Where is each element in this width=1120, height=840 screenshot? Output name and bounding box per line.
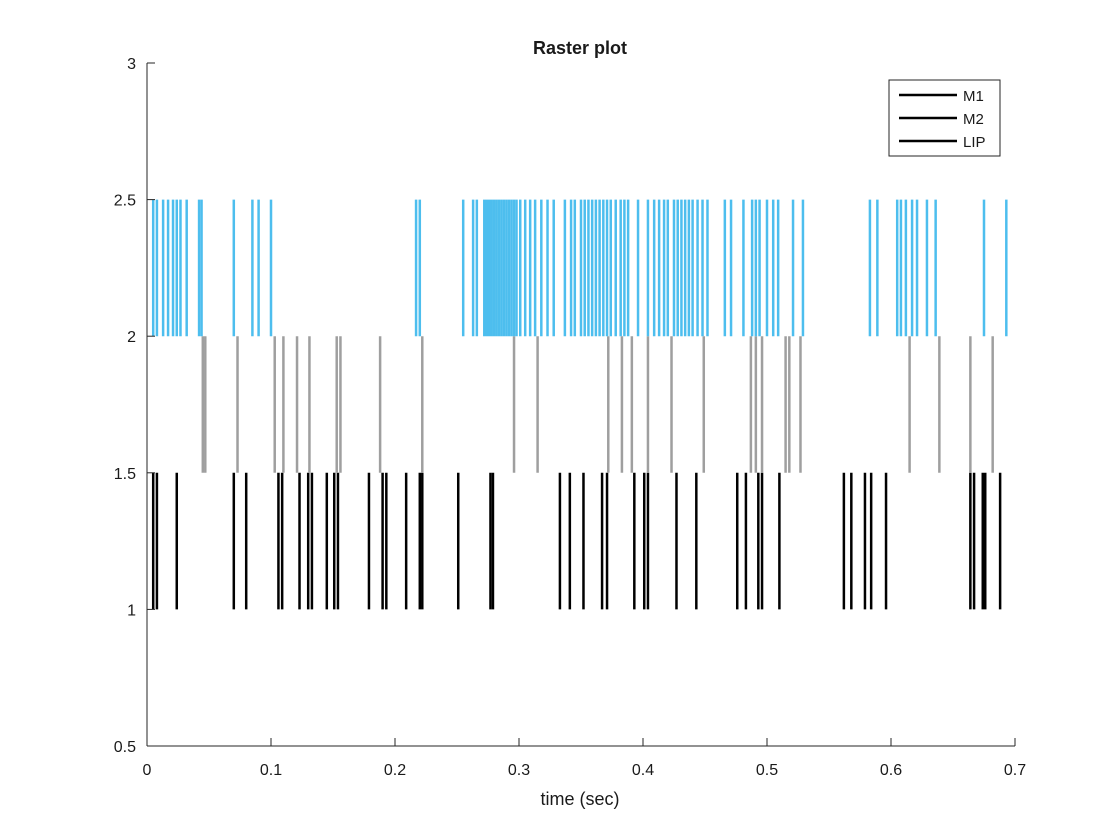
y-tick-label: 3 (127, 56, 136, 73)
y-tick-label: 1 (127, 602, 136, 619)
x-tick-label: 0 (143, 762, 152, 779)
series-m2 (201, 336, 994, 473)
x-tick-label: 0.5 (756, 762, 778, 779)
y-tick-label: 2.5 (114, 193, 136, 210)
y-tick-label: 0.5 (114, 739, 136, 756)
x-tick-label: 0.2 (384, 762, 406, 779)
legend-label: M1 (963, 88, 984, 105)
legend-label: M2 (963, 111, 984, 128)
x-tick-label: 0.7 (1004, 762, 1026, 779)
y-tick-label: 1.5 (114, 466, 136, 483)
y-tick-label: 2 (127, 329, 136, 346)
legend-label: LIP (963, 134, 986, 151)
x-tick-label: 0.1 (260, 762, 282, 779)
spike-marks (151, 199, 1008, 610)
x-axis-label: time (sec) (540, 789, 619, 809)
series-m1 (151, 472, 1002, 610)
x-tick-label: 0.3 (508, 762, 530, 779)
axes: 0 0.1 0.2 0.3 0.4 0.5 0.6 0.7 0.5 1 1.5 2 2.5 3 (114, 56, 1026, 779)
x-tick-label: 0.6 (880, 762, 902, 779)
legend: M1 M2 LIP (888, 79, 1001, 157)
series-lip (151, 199, 1008, 337)
chart-title: Raster plot (533, 38, 627, 58)
x-tick-label: 0.4 (632, 762, 654, 779)
